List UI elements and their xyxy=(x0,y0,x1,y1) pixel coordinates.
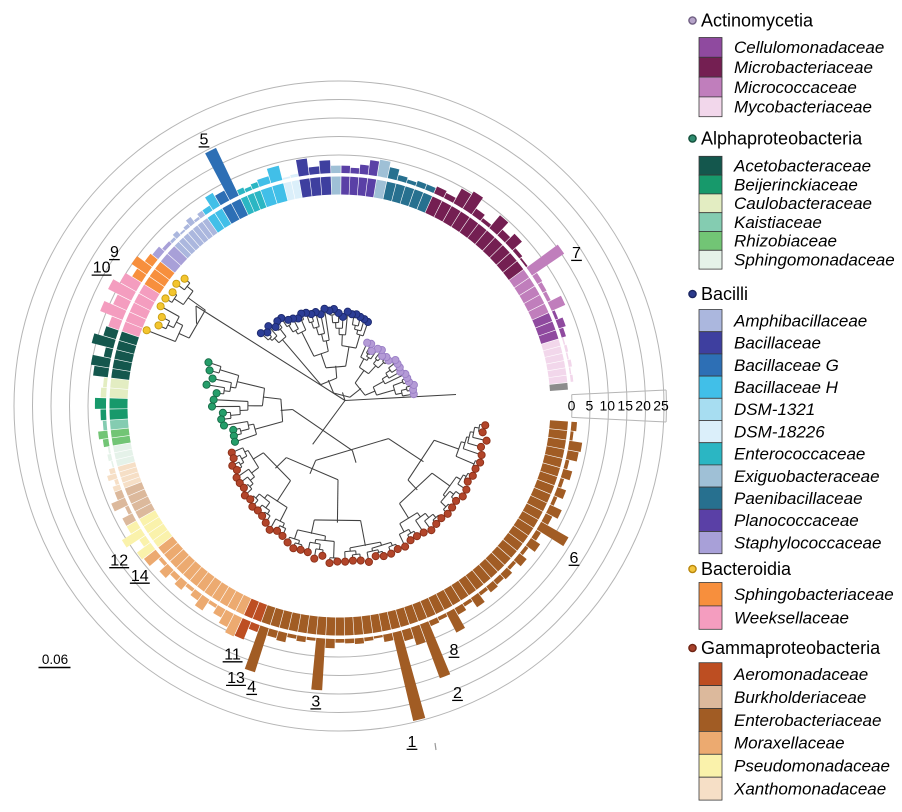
svg-text:Mycobacteriaceae: Mycobacteriaceae xyxy=(734,98,872,117)
svg-text:12: 12 xyxy=(110,552,128,569)
svg-text:20: 20 xyxy=(635,398,651,414)
svg-text:Alphaproteobacteria: Alphaproteobacteria xyxy=(701,129,863,149)
svg-text:Enterobacteriaceae: Enterobacteriaceae xyxy=(734,711,881,730)
svg-text:Exiguobacteraceae: Exiguobacteraceae xyxy=(734,467,880,486)
svg-text:25: 25 xyxy=(653,398,669,414)
svg-text:Bacteroidia: Bacteroidia xyxy=(701,559,792,579)
svg-text:14: 14 xyxy=(131,568,149,585)
svg-text:Bacillaceae G: Bacillaceae G xyxy=(734,356,839,375)
svg-text:2: 2 xyxy=(453,685,462,702)
svg-text:Bacillaceae: Bacillaceae xyxy=(734,334,821,353)
svg-text:Rhizobiaceae: Rhizobiaceae xyxy=(734,232,837,251)
svg-text:Burkholderiaceae: Burkholderiaceae xyxy=(734,688,866,707)
svg-text:Cellulomonadaceae: Cellulomonadaceae xyxy=(734,38,884,57)
svg-text:Sphingomonadaceae: Sphingomonadaceae xyxy=(734,251,895,270)
svg-text:7: 7 xyxy=(572,245,581,262)
svg-text:Xanthomonadaceae: Xanthomonadaceae xyxy=(733,779,886,798)
svg-text:Planococcaceae: Planococcaceae xyxy=(734,511,859,530)
svg-text:0: 0 xyxy=(568,398,576,414)
svg-text:5: 5 xyxy=(586,398,594,414)
svg-text:10: 10 xyxy=(93,260,111,277)
svg-text:Amphibacillaceae: Amphibacillaceae xyxy=(733,311,867,330)
svg-text:Beijerinckiaceae: Beijerinckiaceae xyxy=(734,175,858,194)
svg-text:0.06: 0.06 xyxy=(42,652,68,667)
svg-text:Paenibacillaceae: Paenibacillaceae xyxy=(734,489,863,508)
svg-text:11: 11 xyxy=(224,646,241,663)
svg-text:Bacilli: Bacilli xyxy=(701,284,748,304)
svg-text:4: 4 xyxy=(247,679,256,696)
svg-text:Weeksellaceae: Weeksellaceae xyxy=(734,608,849,627)
svg-text:Pseudomonadaceae: Pseudomonadaceae xyxy=(734,757,890,776)
svg-text:Bacillaceae H: Bacillaceae H xyxy=(734,378,839,397)
svg-text:5: 5 xyxy=(200,132,209,149)
svg-text:Kaistiaceae: Kaistiaceae xyxy=(734,213,822,232)
svg-text:Aeromonadaceae: Aeromonadaceae xyxy=(733,665,868,684)
svg-text:9: 9 xyxy=(110,244,119,261)
svg-text:Gammaproteobacteria: Gammaproteobacteria xyxy=(701,638,881,658)
svg-text:DSM-1321: DSM-1321 xyxy=(734,400,815,419)
svg-text:Actinomycetia: Actinomycetia xyxy=(701,11,814,31)
svg-text:10: 10 xyxy=(600,398,616,414)
svg-text:Moraxellaceae: Moraxellaceae xyxy=(734,734,845,753)
svg-text:3: 3 xyxy=(311,694,320,711)
svg-text:13: 13 xyxy=(227,670,245,687)
svg-text:8: 8 xyxy=(450,642,459,659)
svg-text:Enterococcaceae: Enterococcaceae xyxy=(734,445,865,464)
svg-text:1: 1 xyxy=(408,734,417,751)
svg-text:Acetobacteraceae: Acetobacteraceae xyxy=(733,157,871,176)
svg-text:Staphylococcaceae: Staphylococcaceae xyxy=(734,533,881,552)
svg-text:Sphingobacteriaceae: Sphingobacteriaceae xyxy=(734,585,894,604)
svg-text:Microbacteriaceae: Microbacteriaceae xyxy=(734,58,873,77)
svg-text:Micrococcaceae: Micrococcaceae xyxy=(734,78,857,97)
svg-text:DSM-18226: DSM-18226 xyxy=(734,422,825,441)
svg-text:Caulobacteraceae: Caulobacteraceae xyxy=(734,194,872,213)
svg-text:15: 15 xyxy=(617,398,633,414)
svg-text:6: 6 xyxy=(570,550,579,567)
